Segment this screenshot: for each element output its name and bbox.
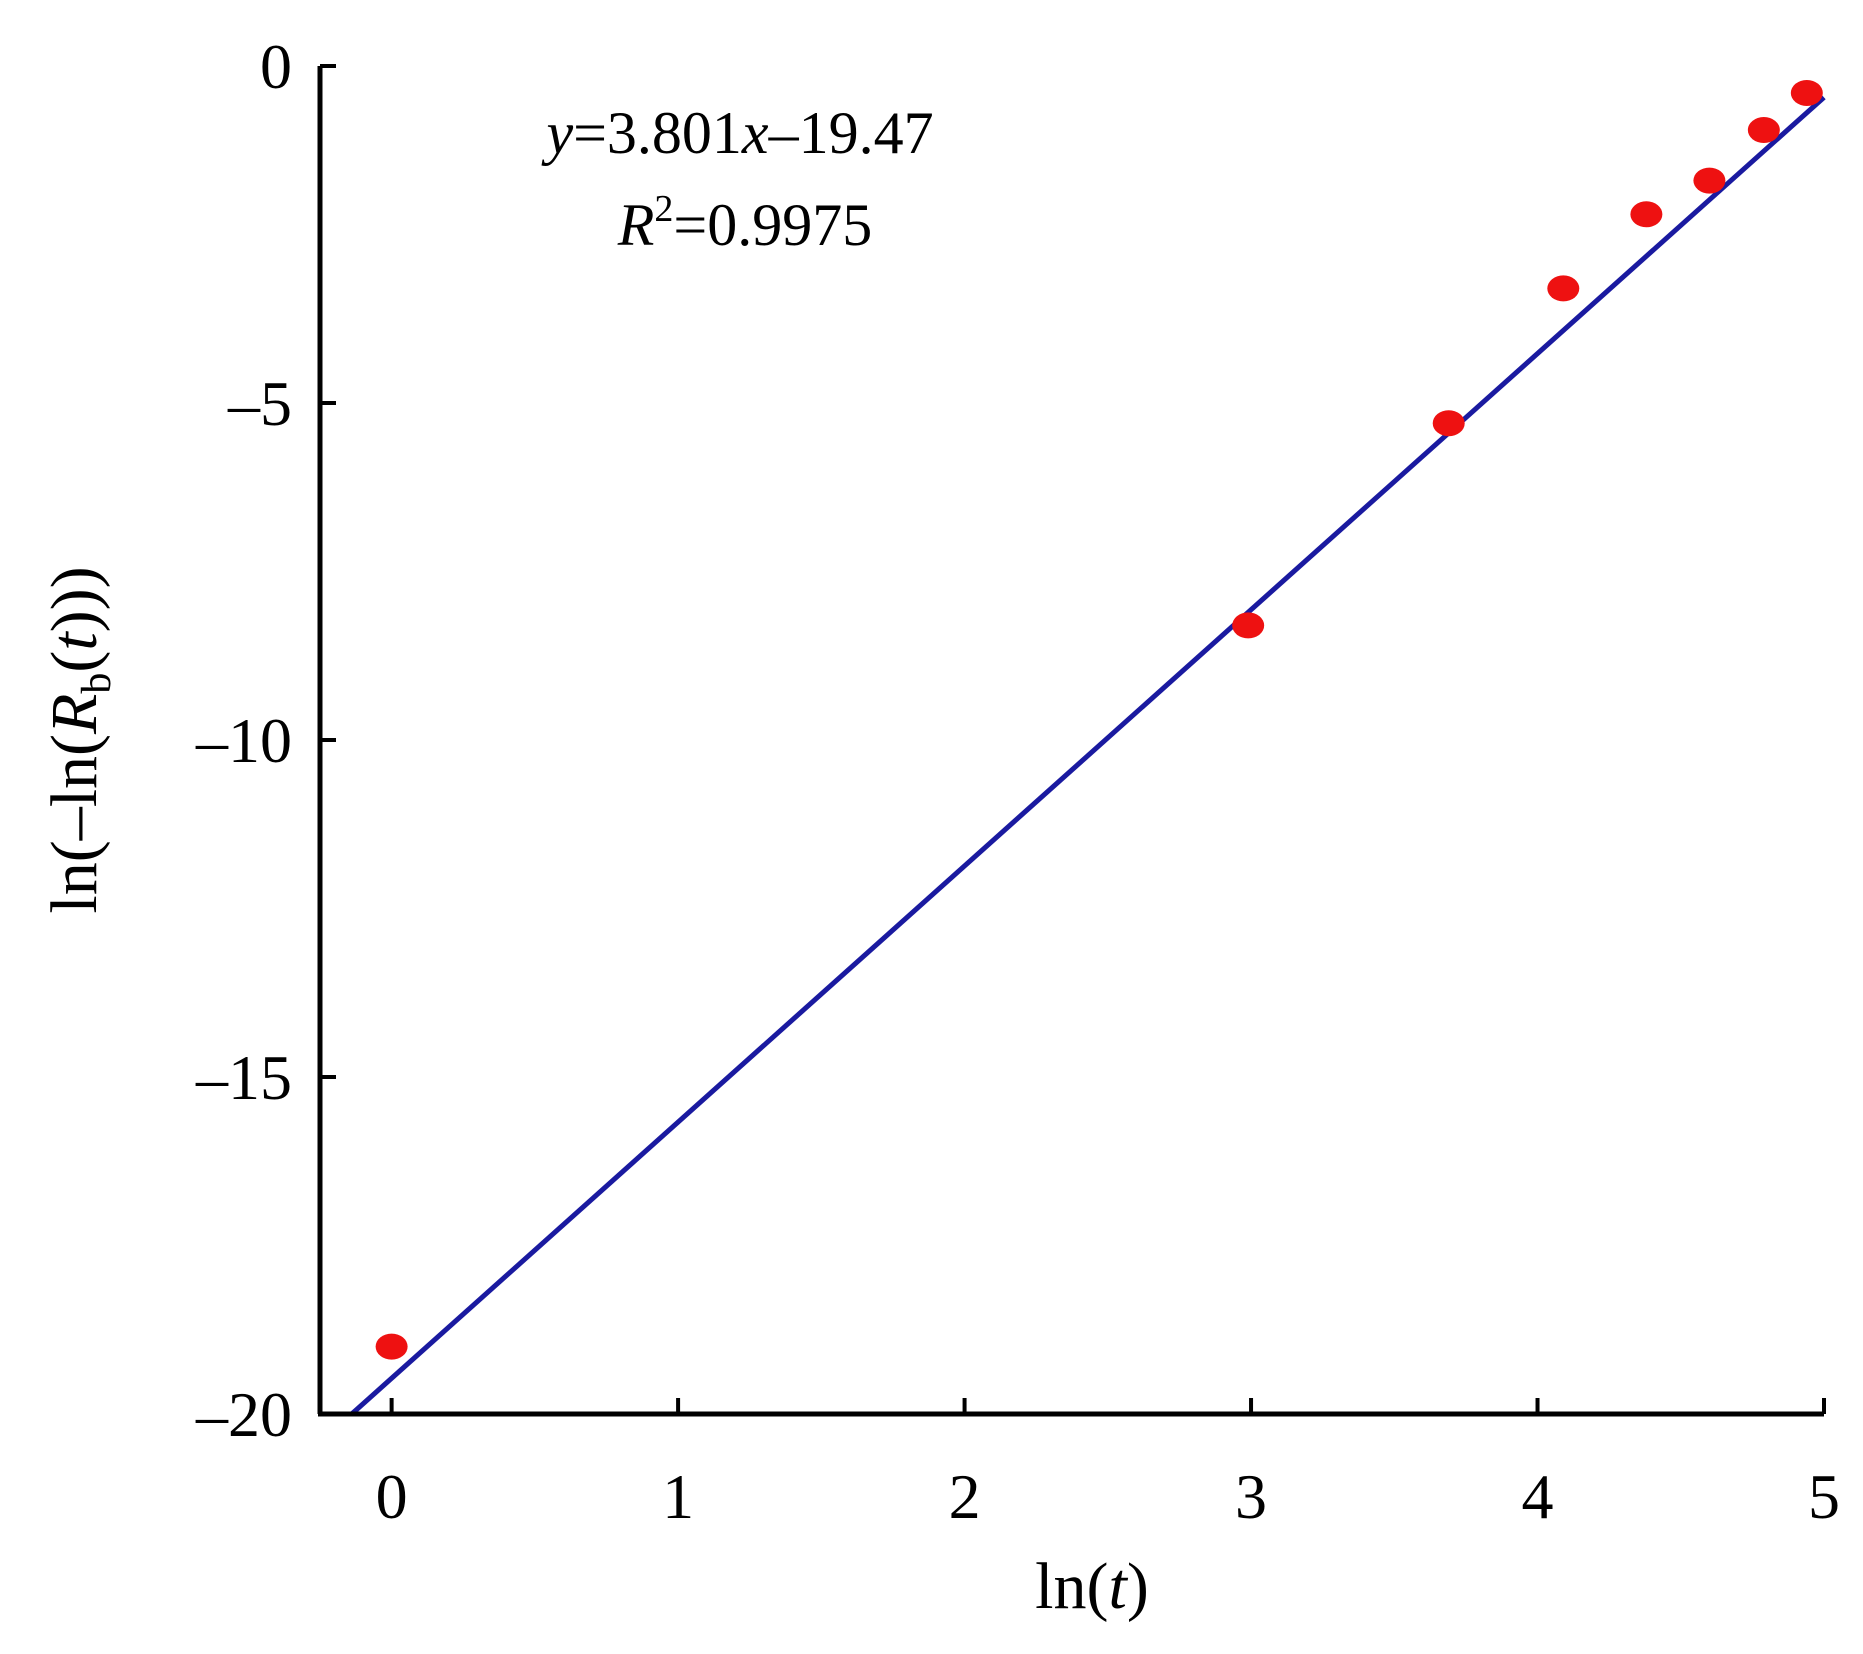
x-tick-label: 0 bbox=[376, 1461, 408, 1532]
data-point bbox=[1790, 79, 1823, 106]
fit-r-squared: R2=0.9975 bbox=[617, 188, 873, 258]
r2-sup: 2 bbox=[654, 188, 673, 230]
x-tick-label: 1 bbox=[662, 1461, 694, 1532]
y-tick-label: 0 bbox=[260, 31, 292, 102]
x-axis-label: ln(t) bbox=[1035, 1550, 1149, 1623]
x-tick-label: 3 bbox=[1235, 1461, 1267, 1532]
y-tick-label: –5 bbox=[227, 368, 292, 439]
x-tick-label: 2 bbox=[949, 1461, 981, 1532]
equation-rhs: =3.801 bbox=[573, 100, 742, 166]
data-point bbox=[375, 1333, 408, 1360]
y-label-suffix: ))) bbox=[38, 566, 111, 632]
data-point bbox=[1630, 201, 1663, 228]
data-point bbox=[1693, 167, 1726, 194]
y-label-var2: t bbox=[38, 631, 111, 651]
r2-value: =0.9975 bbox=[673, 192, 872, 258]
x-label-prefix: ln( bbox=[1035, 1550, 1108, 1623]
data-point bbox=[1232, 612, 1265, 639]
x-tick-label: 5 bbox=[1808, 1461, 1840, 1532]
y-label-sub: b bbox=[74, 673, 120, 694]
data-point bbox=[1547, 275, 1580, 302]
y-label-prefix: ln(–ln( bbox=[38, 734, 111, 914]
y-label-mid: ( bbox=[38, 651, 111, 673]
r2-r: R bbox=[617, 192, 655, 258]
fit-line bbox=[350, 95, 1826, 1416]
equation-tail: –19.47 bbox=[768, 100, 934, 166]
y-tick-label: –20 bbox=[195, 1379, 292, 1450]
x-tick-label: 4 bbox=[1522, 1461, 1554, 1532]
x-label-suffix: ) bbox=[1127, 1550, 1149, 1623]
y-label-var: R bbox=[38, 694, 111, 735]
data-point bbox=[1432, 410, 1465, 437]
x-label-var: t bbox=[1109, 1550, 1129, 1623]
y-axis-label: ln(–ln(Rb(t))) bbox=[38, 566, 120, 913]
equation-y-var: y bbox=[540, 100, 573, 166]
data-point bbox=[1747, 117, 1780, 144]
fit-equation: y=3.801x–19.47 bbox=[540, 100, 933, 166]
y-tick-label: –10 bbox=[195, 705, 292, 776]
equation-x-var: x bbox=[741, 100, 769, 166]
y-tick-label: –15 bbox=[195, 1042, 292, 1113]
